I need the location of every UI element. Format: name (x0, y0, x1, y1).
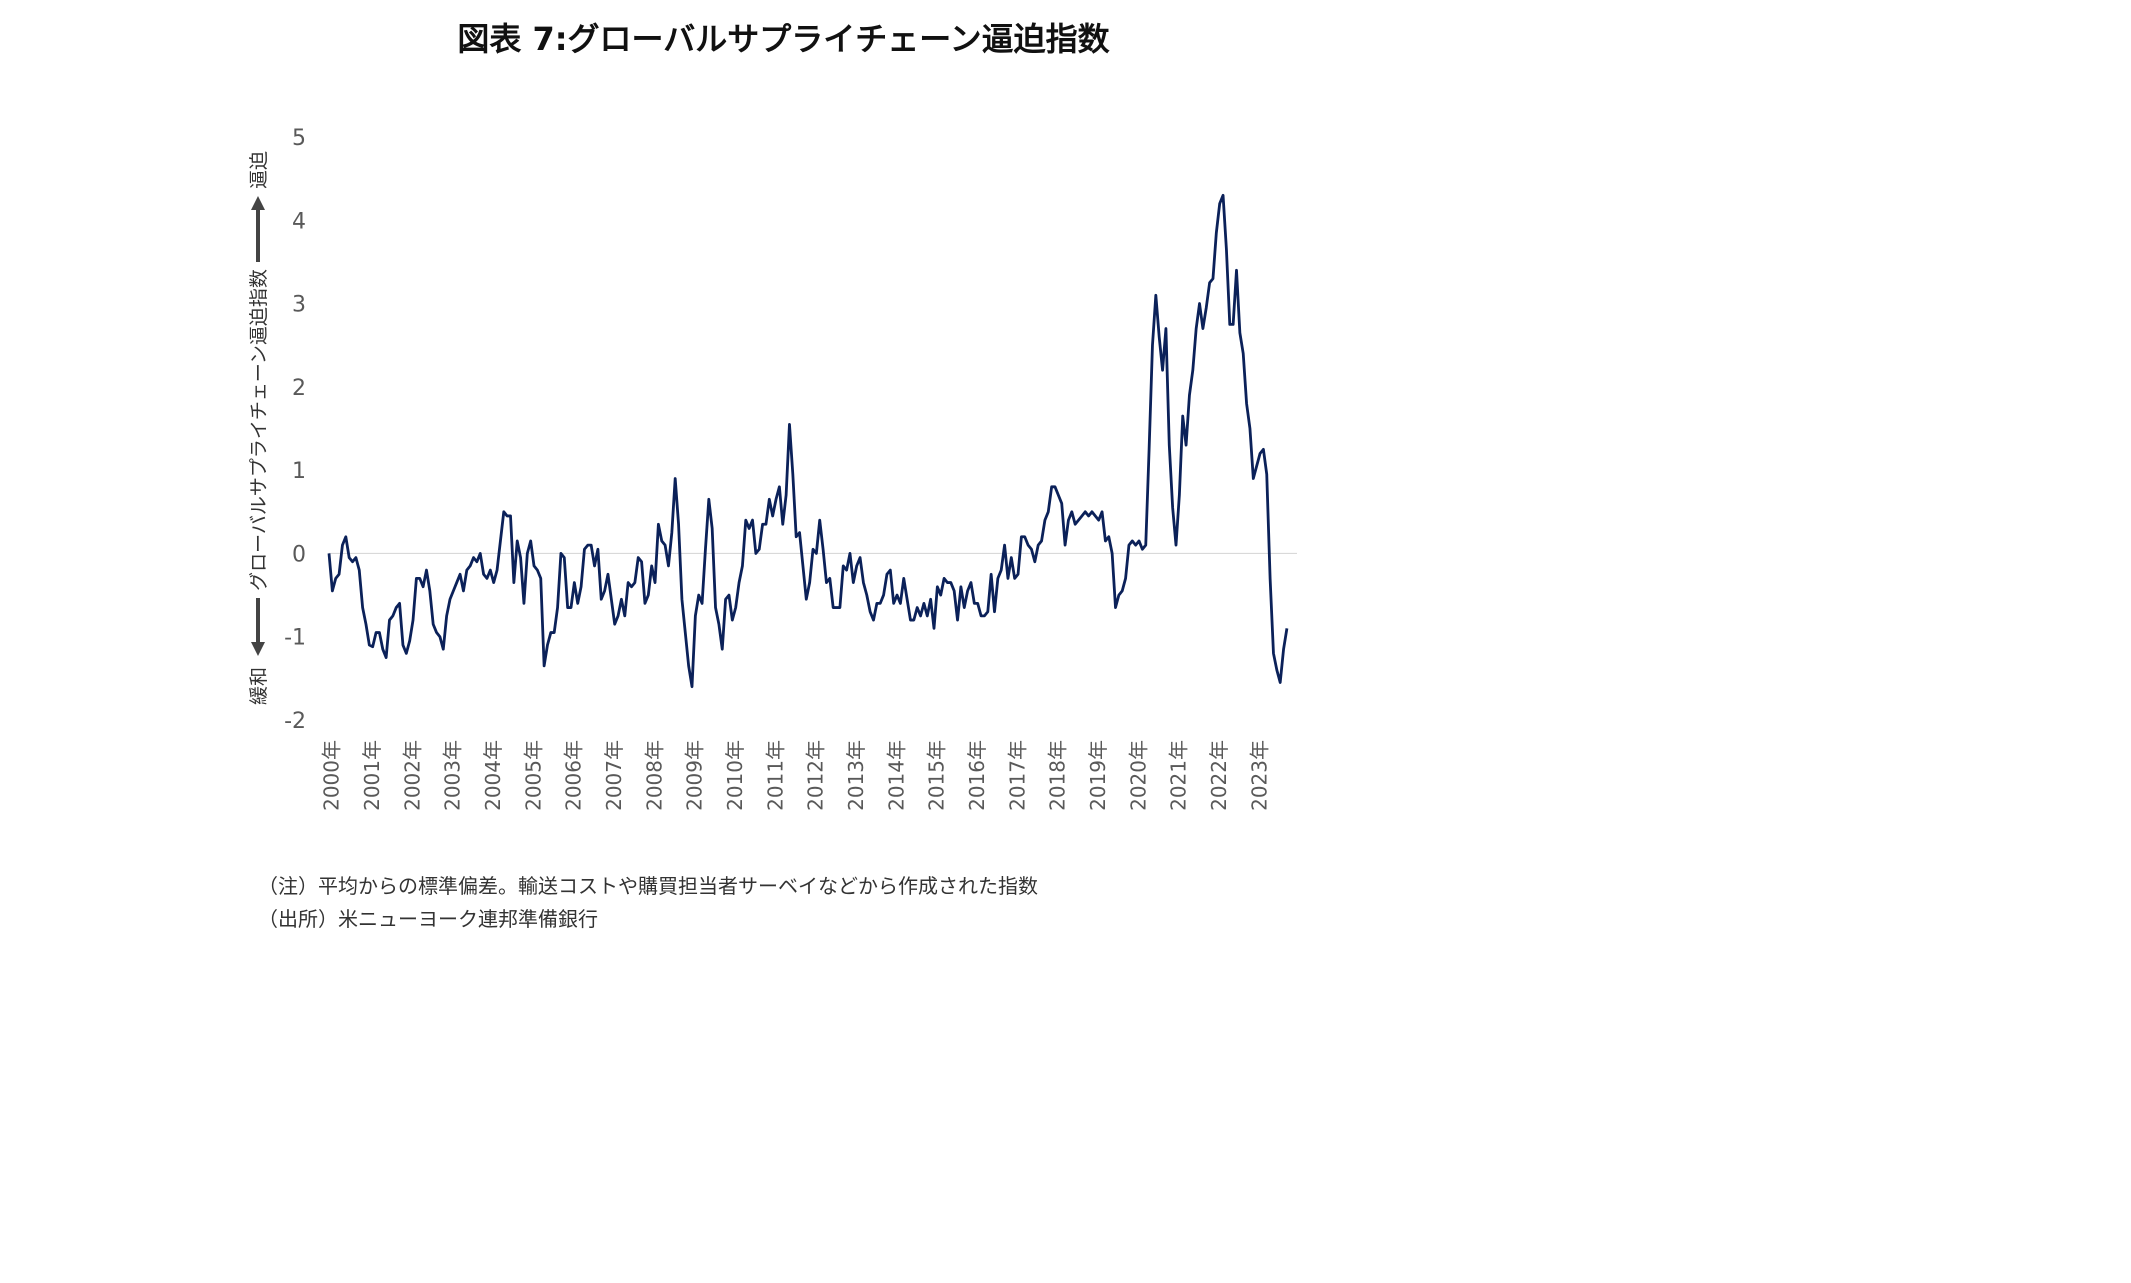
x-tick-label: 2006年 (562, 740, 586, 811)
x-tick-label: 2021年 (1167, 740, 1191, 811)
y-axis-label-group: 逼迫 グローバルサプライチェーン逼迫指数 緩和 (248, 151, 270, 705)
x-tick-label: 2011年 (763, 740, 787, 811)
y-tick-label: 4 (292, 209, 306, 234)
x-tick-label: 2019年 (1086, 740, 1110, 811)
x-tick-label: 2017年 (1005, 740, 1029, 811)
y-axis-down-label: 緩和 (248, 667, 270, 705)
chart-note: （注）平均からの標準偏差。輸送コストや購買担当者サーベイなどから作成された指数 (258, 874, 1038, 898)
series-line (327, 193, 1289, 689)
chart-title: 図表 7:グローバルサプライチェーン逼迫指数 (457, 20, 1110, 58)
x-tick-label: 2001年 (360, 740, 384, 811)
x-tick-labels: 2000年 2001年 2002年 2003年 2004年 2005年 2006年 2007年… (320, 740, 1272, 811)
y-tick-label: -2 (284, 709, 306, 734)
y-tick-labels: 5 4 3 2 1 0 -1 -2 (284, 126, 306, 734)
x-tick-label: 2010年 (723, 740, 747, 811)
line-chart: 5 4 3 2 1 0 -1 -2 2000年 2001年 2002年 2003年 2004年 2005… (248, 126, 1297, 811)
x-tick-label: 2014年 (884, 740, 908, 811)
x-tick-label: 2007年 (602, 740, 626, 811)
x-tick-label: 2005年 (521, 740, 545, 811)
x-tick-label: 2012年 (804, 740, 828, 811)
x-tick-label: 2002年 (400, 740, 424, 811)
y-axis-up-label: 逼迫 (248, 151, 270, 189)
y-tick-label: 1 (292, 459, 306, 484)
down-arrow-icon (251, 598, 265, 656)
x-tick-label: 2013年 (844, 740, 868, 811)
x-tick-label: 2000年 (320, 740, 344, 811)
x-tick-label: 2003年 (441, 740, 465, 811)
x-tick-label: 2015年 (925, 740, 949, 811)
x-tick-label: 2016年 (965, 740, 989, 811)
x-tick-label: 2020年 (1126, 740, 1150, 811)
x-tick-label: 2023年 (1247, 740, 1271, 811)
y-tick-label: -1 (284, 626, 306, 651)
y-tick-label: 2 (292, 376, 306, 401)
x-tick-label: 2018年 (1046, 740, 1070, 811)
y-tick-label: 0 (292, 542, 306, 567)
x-tick-label: 2008年 (642, 740, 666, 811)
chart-source: （出所）米ニューヨーク連邦準備銀行 (258, 907, 598, 931)
up-arrow-icon (251, 196, 265, 262)
x-tick-label: 2004年 (481, 740, 505, 811)
x-tick-label: 2009年 (683, 740, 707, 811)
x-tick-label: 2022年 (1207, 740, 1231, 811)
y-axis-label: グローバルサプライチェーン逼迫指数 (248, 269, 270, 591)
y-tick-label: 3 (292, 293, 306, 318)
y-tick-label: 5 (292, 126, 306, 151)
